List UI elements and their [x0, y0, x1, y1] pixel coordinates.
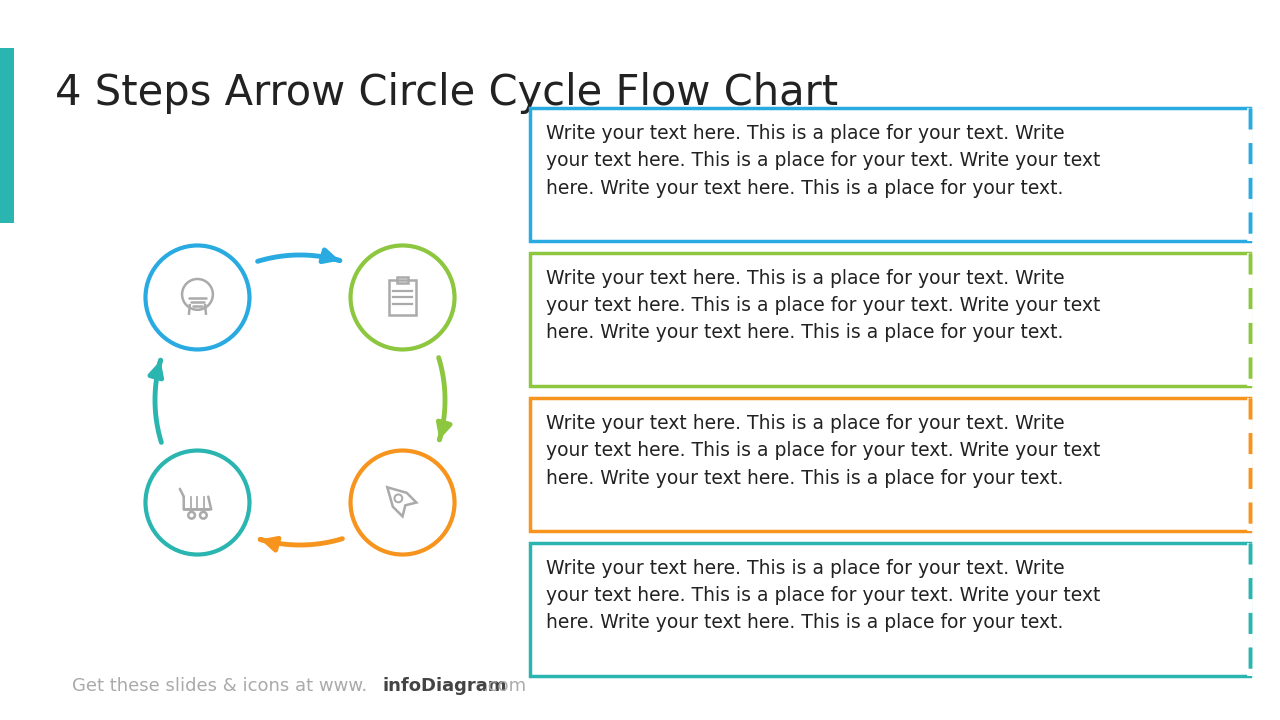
Text: Write your text here. This is a place for your text. Write
your text here. This : Write your text here. This is a place fo… — [547, 414, 1101, 487]
Text: Write your text here. This is a place for your text. Write
your text here. This : Write your text here. This is a place fo… — [547, 124, 1101, 197]
Text: Write your text here. This is a place for your text. Write
your text here. This : Write your text here. This is a place fo… — [547, 559, 1101, 632]
Text: 4 Steps Arrow Circle Cycle Flow Chart: 4 Steps Arrow Circle Cycle Flow Chart — [55, 72, 838, 114]
Text: Get these slides & icons at www.: Get these slides & icons at www. — [72, 677, 367, 695]
Circle shape — [146, 451, 250, 554]
Circle shape — [146, 246, 250, 349]
FancyBboxPatch shape — [530, 398, 1251, 531]
FancyBboxPatch shape — [530, 543, 1251, 676]
Text: Write your text here. This is a place for your text. Write
your text here. This : Write your text here. This is a place fo… — [547, 269, 1101, 343]
FancyBboxPatch shape — [530, 108, 1251, 241]
Text: .com: .com — [483, 677, 526, 695]
Circle shape — [351, 451, 454, 554]
FancyBboxPatch shape — [0, 48, 14, 223]
Text: infoDiagram: infoDiagram — [381, 677, 507, 695]
Circle shape — [351, 246, 454, 349]
FancyBboxPatch shape — [530, 253, 1251, 386]
